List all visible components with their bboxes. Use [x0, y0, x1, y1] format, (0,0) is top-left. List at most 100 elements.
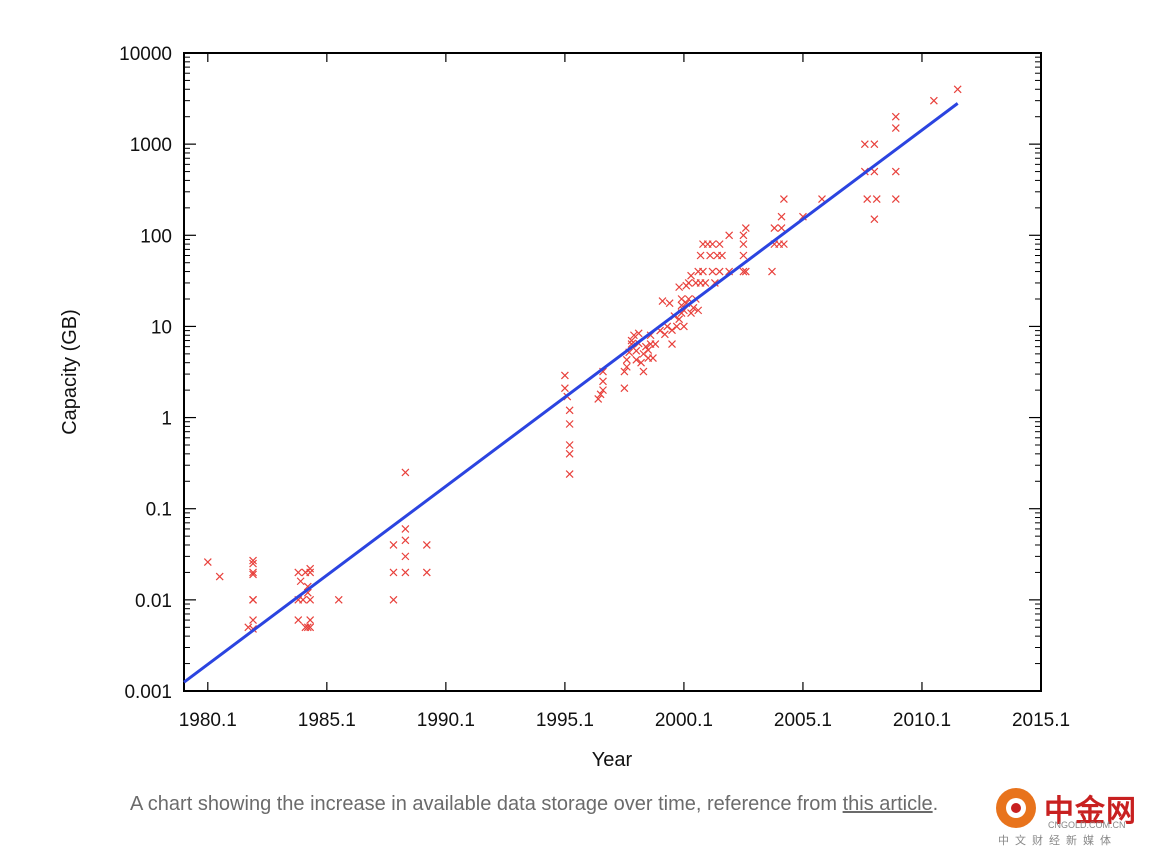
data-point [565, 470, 574, 478]
x-tick-label: 2000.1 [655, 710, 713, 731]
data-point [694, 306, 703, 315]
y-tick-label: 100 [140, 226, 172, 247]
y-tick-label: 1000 [130, 135, 172, 156]
data-point [768, 267, 776, 276]
data-point [294, 568, 303, 577]
data-point [679, 322, 688, 331]
data-point [739, 251, 748, 260]
data-point [684, 279, 693, 287]
y-tick-label: 0.001 [124, 682, 172, 703]
data-point [622, 355, 631, 364]
data-point [708, 240, 717, 249]
data-point [622, 362, 631, 371]
axis-ticks [184, 52, 1042, 692]
data-point [779, 195, 788, 203]
capacity-over-time-chart: 1980.1 1985.1 1990.1 1995.1 2000.1 2005.1 2010… [59, 44, 1070, 771]
data-point [306, 595, 315, 604]
data-point [739, 267, 748, 276]
data-point [651, 340, 660, 349]
y-tick-label: 0.1 [146, 500, 172, 521]
data-point [565, 441, 574, 449]
data-point [630, 331, 638, 340]
data-point [715, 240, 724, 249]
y-tick-label: 1 [161, 409, 172, 430]
data-point [565, 406, 574, 415]
data-point [334, 595, 343, 604]
data-point [249, 556, 257, 565]
data-point [687, 271, 695, 280]
y-tick-label: 10 [151, 317, 172, 338]
data-point [708, 267, 717, 276]
data-point [860, 140, 869, 149]
trend-line-group [183, 102, 959, 684]
article-link[interactable]: this article [842, 793, 933, 815]
data-point [863, 195, 872, 203]
data-point [672, 322, 681, 331]
data-point [777, 224, 786, 232]
data-point [929, 96, 938, 105]
data-point [891, 167, 900, 176]
data-point [620, 384, 629, 393]
x-tick-label: 1990.1 [417, 710, 475, 731]
data-point [389, 568, 398, 577]
data-point [620, 367, 629, 376]
x-tick-label: 1980.1 [179, 710, 237, 731]
data-point [872, 195, 881, 203]
data-point [649, 354, 657, 362]
data-point [891, 124, 900, 133]
plot-frame [183, 52, 1042, 692]
data-point [249, 616, 257, 625]
data-point [560, 371, 569, 380]
data-point [306, 623, 315, 632]
data-point [249, 570, 257, 579]
x-tick-label: 1985.1 [298, 710, 356, 731]
scatter-points [203, 85, 962, 633]
data-point [665, 299, 674, 308]
data-point [401, 468, 410, 477]
data-point [599, 377, 607, 386]
trend-line [183, 102, 959, 684]
data-point [639, 367, 648, 376]
data-point [560, 384, 569, 393]
data-point [632, 346, 641, 355]
data-point [244, 623, 253, 632]
data-point [706, 251, 715, 260]
y-axis-title: Capacity (GB) [59, 309, 81, 435]
x-tick-label: 2015.1 [1012, 710, 1070, 731]
watermark-domain: CNGOLD.COM.CN [1048, 820, 1126, 830]
x-axis-title: Year [592, 749, 633, 771]
data-point [594, 395, 603, 403]
watermark-subtitle: 中文财经新媒体 [998, 834, 1117, 847]
data-point [741, 224, 750, 232]
data-point [627, 336, 636, 345]
data-point [701, 279, 710, 287]
data-point [299, 595, 307, 604]
data-point [389, 541, 398, 549]
data-point [770, 224, 779, 232]
y-tick-label: 0.01 [135, 591, 172, 612]
data-point [306, 616, 315, 625]
data-point [401, 525, 410, 533]
data-point [634, 329, 643, 338]
data-point [739, 231, 748, 240]
data-point [401, 568, 410, 577]
data-point [891, 195, 900, 203]
data-point [668, 326, 676, 335]
data-point [306, 568, 315, 577]
data-point [203, 558, 212, 566]
data-point [401, 536, 410, 545]
chart-caption: A chart showing the increase in availabl… [130, 793, 938, 816]
data-point [668, 340, 676, 349]
y-axis-tick-labels: 0.001 0.01 0.1 1 10 100 1000 10000 [119, 44, 172, 703]
x-axis-tick-labels: 1980.1 1985.1 1990.1 1995.1 2000.1 2005.1 2010… [179, 710, 1070, 731]
data-point [637, 358, 645, 367]
data-point [303, 623, 312, 632]
data-point [296, 577, 305, 586]
data-point [777, 212, 786, 221]
watermark-logo-icon [996, 788, 1036, 828]
data-point [422, 541, 431, 549]
data-point [249, 568, 257, 577]
x-tick-label: 2005.1 [774, 710, 832, 731]
data-point [779, 240, 788, 249]
data-point [870, 140, 879, 149]
